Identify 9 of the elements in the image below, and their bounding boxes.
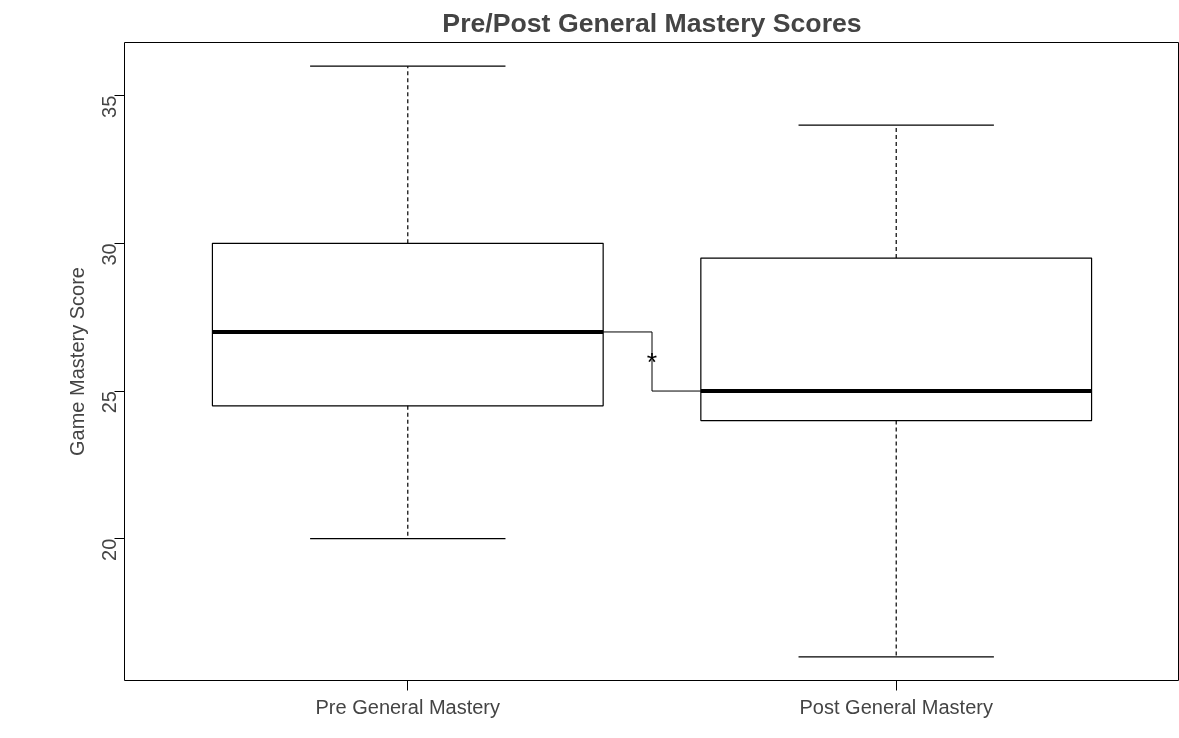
y-tick-label: 20 [98,538,121,561]
annotation: * [646,346,658,377]
y-axis-title: Game Mastery Score [65,267,88,456]
y-tick-label: 25 [98,391,121,414]
y-tick-label: 35 [98,95,121,118]
chart-title: Pre/Post General Mastery Scores [442,7,862,38]
y-tick-label: 30 [98,243,121,266]
x-tick-label: Pre General Mastery [315,695,501,718]
x-tick-label: Post General Mastery [799,695,993,718]
